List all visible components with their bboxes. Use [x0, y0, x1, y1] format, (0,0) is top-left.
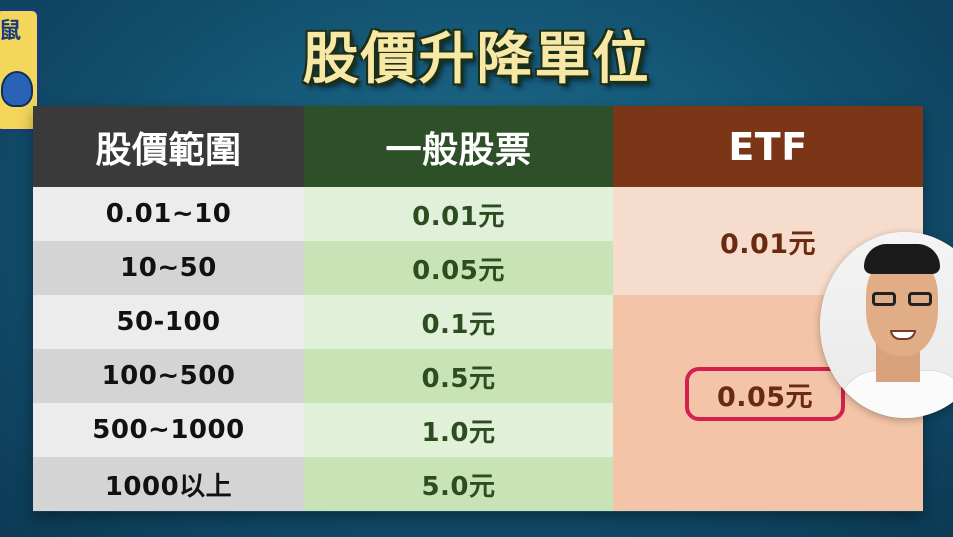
glasses-icon: [872, 292, 932, 308]
header-stock: 一般股票: [304, 106, 613, 187]
channel-logo: 鼠: [0, 8, 40, 132]
tick-size-table: 股價範圍 一般股票 ETF 0.01~10 0.01元 0.01元 10~50 …: [33, 106, 923, 512]
stock-tick-cell: 5.0元: [304, 457, 613, 511]
stock-tick-cell: 0.01元: [304, 187, 613, 241]
header-price-range: 股價範圍: [33, 106, 304, 187]
stock-tick-cell: 0.1元: [304, 295, 613, 349]
etf-highlight-value: 0.05元: [685, 367, 845, 421]
range-cell: 50-100: [33, 295, 304, 349]
logo-mark-icon: [1, 71, 33, 107]
page-title: 股價升降單位: [302, 27, 651, 92]
logo-text: 鼠: [0, 19, 22, 44]
range-cell: 100~500: [33, 349, 304, 403]
range-cell: 1000以上: [33, 457, 304, 511]
stock-tick-cell: 0.5元: [304, 349, 613, 403]
range-cell: 0.01~10: [33, 187, 304, 241]
header-etf: ETF: [613, 106, 923, 187]
avatar-hair: [864, 244, 940, 274]
range-cell: 500~1000: [33, 403, 304, 457]
presenter-avatar: [820, 232, 953, 418]
stock-tick-cell: 1.0元: [304, 403, 613, 457]
range-cell: 10~50: [33, 241, 304, 295]
stock-tick-cell: 0.05元: [304, 241, 613, 295]
